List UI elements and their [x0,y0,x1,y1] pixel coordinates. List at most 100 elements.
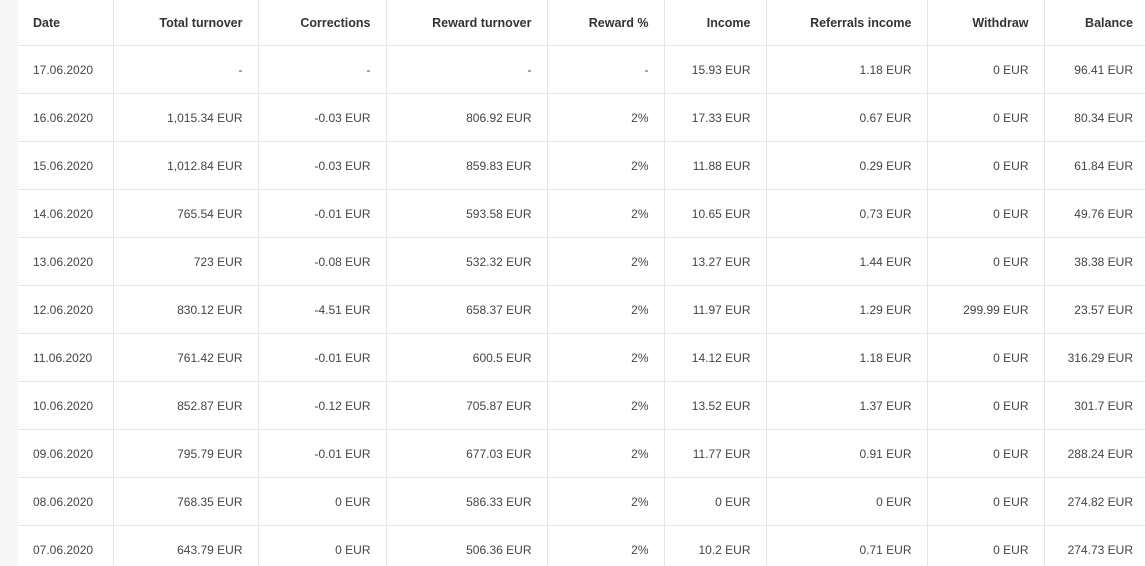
cell-reward-percent: 2% [547,141,665,190]
cell-income: 0 EUR [664,477,767,526]
cell-withdraw: 0 EUR [927,141,1045,190]
table-row: 17.06.2020- - - -15.93 EUR 1.18 EUR 0 EUR 96.4… [18,45,1145,94]
cell-reward-percent: 2% [547,285,665,334]
cell-reward-percent: 2% [547,237,665,286]
cell-reward-turnover: 532.32 EUR [386,237,548,286]
cell-reward-turnover: 677.03 EUR [386,429,548,478]
cell-date: 17.06.2020 [18,45,114,94]
column-header-total-turnover[interactable]: Total turnover [113,0,259,46]
left-panel-edge [0,0,18,566]
column-header-reward-percent[interactable]: Reward % [547,0,665,46]
cell-withdraw: 0 EUR [927,45,1045,94]
cell-date: 13.06.2020 [18,237,114,286]
cell-reward-percent: 2% [547,189,665,238]
cell-referrals-income: 0.67 EUR [766,93,928,142]
cell-reward-percent: 2% [547,333,665,382]
cell-reward-percent: 2% [547,477,665,526]
cell-referrals-income: 0 EUR [766,477,928,526]
cell-total-turnover: 765.54 EUR [113,189,259,238]
cell-balance: 96.41 EUR [1044,45,1145,94]
column-header-reward-turnover[interactable]: Reward turnover [386,0,548,46]
cell-withdraw: 0 EUR [927,93,1045,142]
column-header-withdraw[interactable]: Withdraw [927,0,1045,46]
cell-income: 13.52 EUR [664,381,767,430]
cell-corrections: -0.12 EUR [258,381,387,430]
table-row: 12.06.2020 830.12 EUR -4.51 EUR 658.37 EUR 2… [18,285,1145,334]
cell-reward-turnover: 806.92 EUR [386,93,548,142]
cell-balance: 23.57 EUR [1044,285,1145,334]
cell-referrals-income: 1.29 EUR [766,285,928,334]
cell-income: 17.33 EUR [664,93,767,142]
cell-corrections: 0 EUR [258,477,387,526]
cell-balance: 274.82 EUR [1044,477,1145,526]
cell-withdraw: 0 EUR [927,477,1045,526]
cell-withdraw: 0 EUR [927,189,1045,238]
cell-corrections: -0.01 EUR [258,189,387,238]
column-header-balance[interactable]: Balance [1044,0,1145,46]
cell-total-turnover: 1,015.34 EUR [113,93,259,142]
cell-corrections: -0.01 EUR [258,429,387,478]
table-body: 17.06.2020- - - -15.93 EUR 1.18 EUR 0 EUR 96.4… [18,45,1145,566]
cell-date: 16.06.2020 [18,93,114,142]
statistics-table-container[interactable]: Date Total turnover Corrections Reward t… [18,0,1145,566]
cell-reward-percent: 2% [547,429,665,478]
cell-total-turnover: 768.35 EUR [113,477,259,526]
cell-reward-turnover: 506.36 EUR [386,525,548,566]
table-row: 10.06.2020 852.87 EUR -0.12 EUR 705.87 EUR 2… [18,381,1145,430]
cell-reward-percent: 2% [547,93,665,142]
cell-income: 11.88 EUR [664,141,767,190]
cell-balance: 61.84 EUR [1044,141,1145,190]
column-header-income[interactable]: Income [664,0,767,46]
cell-withdraw: 0 EUR [927,237,1045,286]
cell-balance: 316.29 EUR [1044,333,1145,382]
cell-reward-turnover: 859.83 EUR [386,141,548,190]
table-row: 09.06.2020 795.79 EUR -0.01 EUR 677.03 EUR 2… [18,429,1145,478]
cell-reward-turnover: 586.33 EUR [386,477,548,526]
cell-referrals-income: 1.18 EUR [766,45,928,94]
cell-balance: 301.7 EUR [1044,381,1145,430]
cell-date: 11.06.2020 [18,333,114,382]
cell-income: 10.2 EUR [664,525,767,566]
cell-total-turnover: 761.42 EUR [113,333,259,382]
cell-total-turnover: - [113,45,259,94]
cell-date: 09.06.2020 [18,429,114,478]
cell-corrections: -4.51 EUR [258,285,387,334]
cell-withdraw: 0 EUR [927,429,1045,478]
table-row: 13.06.2020 723 EUR -0.08 EUR 532.32 EUR 2% 13… [18,237,1145,286]
cell-income: 13.27 EUR [664,237,767,286]
cell-reward-turnover: 600.5 EUR [386,333,548,382]
cell-balance: 80.34 EUR [1044,93,1145,142]
cell-referrals-income: 1.44 EUR [766,237,928,286]
cell-referrals-income: 1.18 EUR [766,333,928,382]
table-row: 14.06.2020 765.54 EUR -0.01 EUR 593.58 EUR 2… [18,189,1145,238]
cell-balance: 274.73 EUR [1044,525,1145,566]
cell-referrals-income: 0.73 EUR [766,189,928,238]
table-row: 07.06.2020 643.79 EUR 0 EUR 506.36 EUR 2% 10.… [18,525,1145,566]
cell-reward-percent: - [547,45,665,94]
cell-date: 15.06.2020 [18,141,114,190]
cell-referrals-income: 0.91 EUR [766,429,928,478]
cell-date: 07.06.2020 [18,525,114,566]
table-header-row: Date Total turnover Corrections Reward t… [18,0,1145,46]
table-row: 15.06.2020 1,012.84 EUR -0.03 EUR 859.83 EU… [18,141,1145,190]
cell-reward-turnover: 593.58 EUR [386,189,548,238]
cell-corrections: -0.03 EUR [258,141,387,190]
cell-total-turnover: 852.87 EUR [113,381,259,430]
cell-income: 10.65 EUR [664,189,767,238]
cell-reward-turnover: 658.37 EUR [386,285,548,334]
cell-referrals-income: 0.29 EUR [766,141,928,190]
column-header-referrals-income[interactable]: Referrals income [766,0,928,46]
table-row: 08.06.2020 768.35 EUR 0 EUR 586.33 EUR 2% 0 E… [18,477,1145,526]
cell-withdraw: 0 EUR [927,333,1045,382]
cell-income: 11.77 EUR [664,429,767,478]
cell-date: 12.06.2020 [18,285,114,334]
cell-reward-percent: 2% [547,525,665,566]
cell-total-turnover: 795.79 EUR [113,429,259,478]
cell-income: 14.12 EUR [664,333,767,382]
cell-reward-percent: 2% [547,381,665,430]
column-header-date[interactable]: Date [18,0,114,46]
cell-date: 10.06.2020 [18,381,114,430]
column-header-corrections[interactable]: Corrections [258,0,387,46]
cell-total-turnover: 723 EUR [113,237,259,286]
cell-corrections: -0.03 EUR [258,93,387,142]
